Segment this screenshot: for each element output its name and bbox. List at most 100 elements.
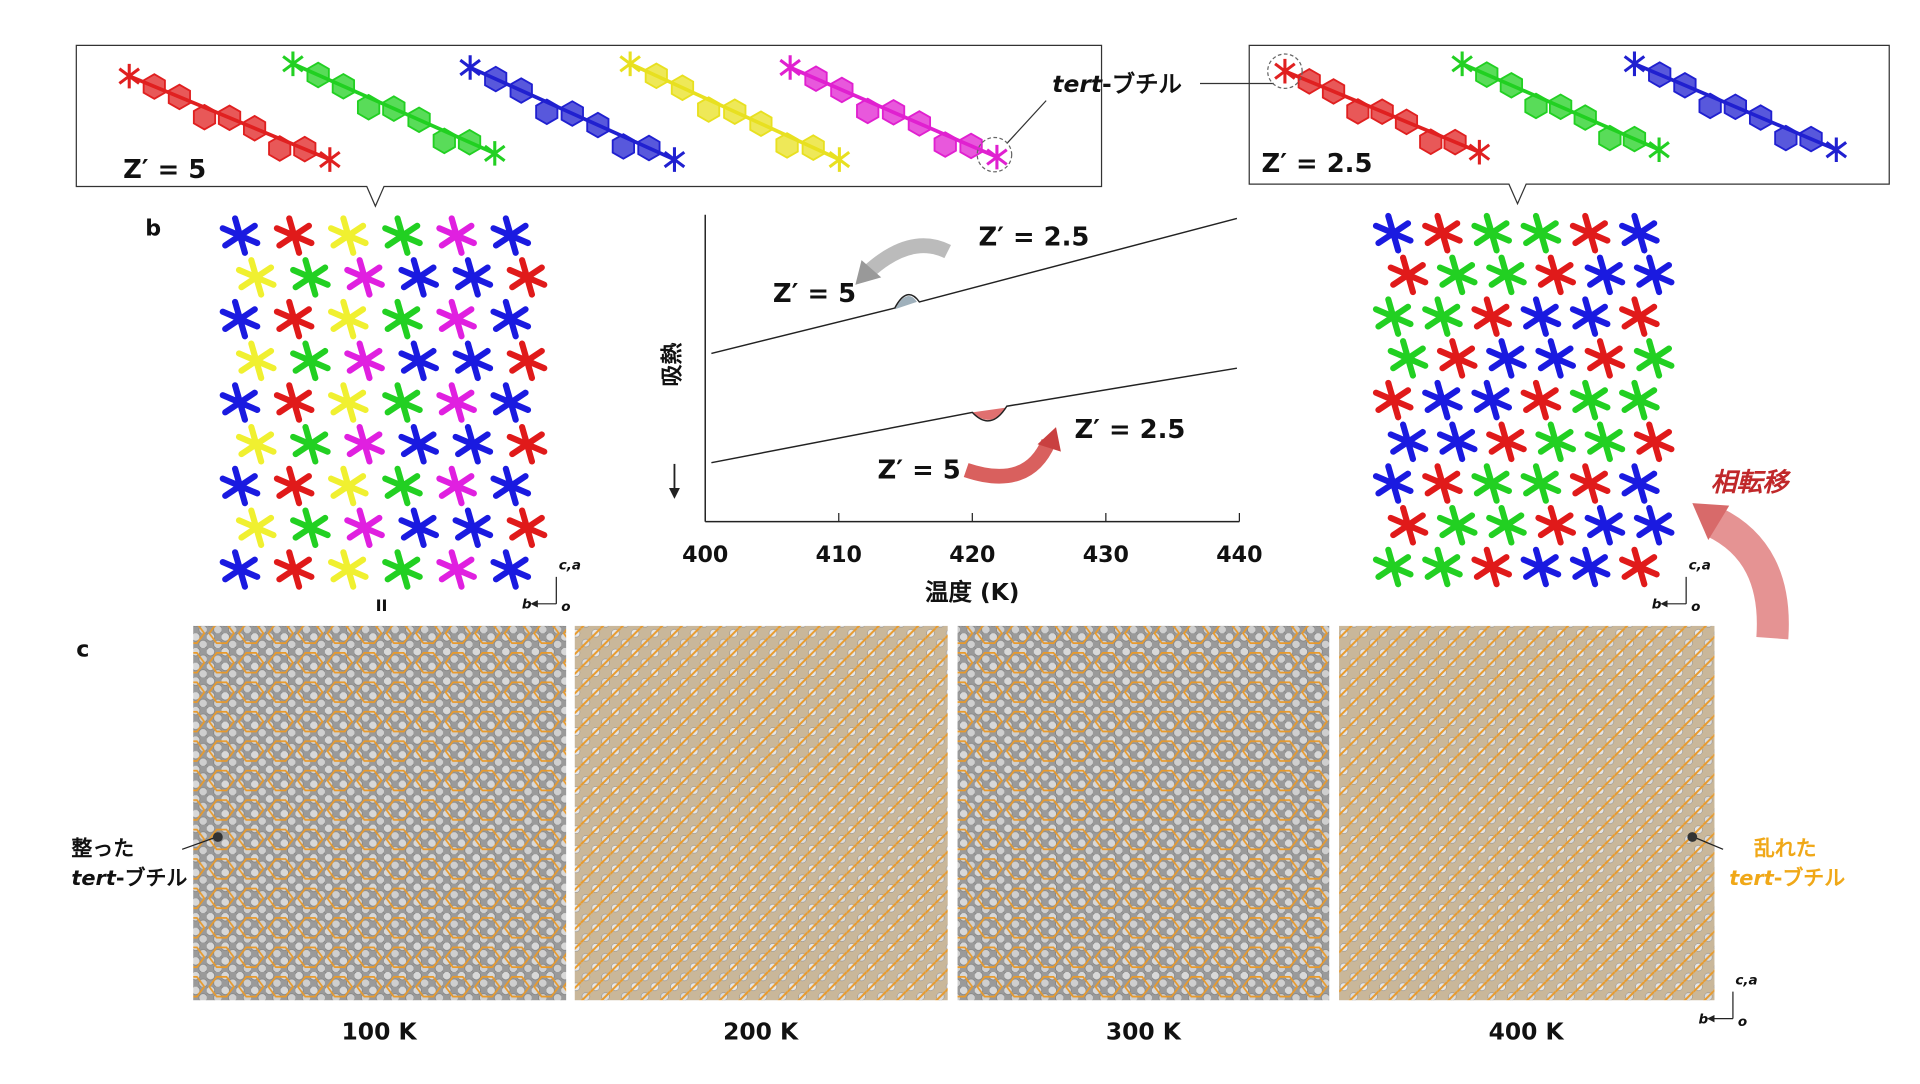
packed-molecule (1436, 254, 1478, 296)
ring (637, 134, 661, 162)
ring (1321, 78, 1346, 105)
structure-400k (1339, 625, 1715, 1001)
packed-molecule (344, 340, 385, 382)
packed-molecule (235, 340, 277, 382)
arrow (862, 238, 951, 278)
structure-100k (193, 625, 567, 1001)
ring (243, 114, 267, 142)
molecules (118, 51, 1848, 172)
temperature-label: 400 K (1489, 1018, 1565, 1046)
packed-molecule (1633, 338, 1675, 379)
tert-butyl (1648, 137, 1670, 162)
tert-butyl (459, 55, 481, 80)
tert-butyl (619, 51, 641, 77)
ring (1698, 92, 1722, 120)
packed-molecule (273, 549, 315, 590)
tert-butyl (484, 141, 506, 166)
leader-dot (1687, 832, 1698, 842)
leader-line (181, 836, 217, 850)
packed-molecule (436, 298, 477, 340)
tert-rest: -ブチル (116, 866, 188, 890)
ring (1475, 61, 1499, 88)
packed-molecule (328, 382, 369, 423)
annotation: Z′ = 5 (773, 279, 856, 309)
ring (697, 96, 721, 123)
ring (509, 77, 533, 104)
ring (217, 104, 242, 132)
disordered-label: 乱れた tert-ブチル (1729, 836, 1845, 889)
axis-label: o (561, 599, 570, 615)
packed-molecule (1535, 421, 1576, 463)
ring (457, 128, 482, 156)
ring (856, 97, 880, 125)
packed-molecule (1471, 379, 1512, 421)
packed-molecule (273, 215, 315, 256)
packed-molecule (1436, 338, 1478, 379)
packed-molecule (1535, 338, 1576, 379)
packed-molecule (1633, 254, 1675, 296)
ring (1774, 124, 1798, 152)
highlight-circle (1267, 53, 1303, 89)
tert-butyl (1825, 137, 1848, 162)
packed-molecule (1584, 338, 1626, 379)
packed-molecule (1387, 254, 1429, 296)
axis-indicator (534, 576, 557, 604)
ring (306, 61, 330, 89)
packed-molecule (452, 340, 494, 382)
packed-molecule (490, 549, 532, 590)
ring (382, 95, 406, 122)
x-tick-label: 410 (816, 542, 862, 568)
packed-molecule (382, 465, 423, 507)
packed-molecule (219, 549, 261, 590)
temperature-label: 200 K (723, 1018, 799, 1046)
y-label: 吸熱 (659, 342, 685, 386)
molecule (619, 51, 851, 172)
tert-butyl (282, 51, 304, 77)
annotation: Z′ = 2.5 (978, 222, 1089, 252)
arrow-head (855, 260, 882, 285)
ring (1723, 93, 1748, 121)
molecule (459, 55, 686, 172)
packed-molecule (1520, 463, 1562, 504)
axis-label: o (1691, 599, 1700, 615)
axis-label: b (522, 597, 532, 613)
ring (356, 93, 381, 121)
dsc-trace (711, 367, 1238, 464)
dsc-chart: Z′ = 2.5 Z′ = 5 Z′ = 2.5 Z′ = 5 吸熱 温度 (K… (659, 214, 1262, 606)
packed-molecule (506, 424, 548, 465)
packed-molecule (1520, 296, 1562, 337)
packed-molecule (219, 298, 261, 340)
panel-label: c (76, 637, 89, 663)
annotation: Z′ = 5 (878, 456, 961, 486)
ring (1499, 71, 1524, 99)
z-label: Z′ = 2.5 (1262, 149, 1373, 179)
molecule (118, 63, 341, 172)
packed-molecule (290, 507, 331, 548)
packed-molecule (1436, 505, 1478, 546)
tert-italic: tert (1052, 70, 1103, 98)
molecule (282, 51, 506, 166)
packing-right (1372, 212, 1675, 588)
arrow-head (1037, 427, 1061, 452)
tert-butyl (828, 147, 851, 172)
packed-molecule (1471, 463, 1512, 504)
tert-butyl (663, 147, 686, 172)
ring (611, 133, 636, 160)
molecule (1451, 51, 1670, 162)
packed-molecule (1422, 296, 1463, 337)
packed-molecule (490, 215, 532, 256)
packed-molecule (1569, 546, 1611, 588)
panel-label: b (145, 216, 161, 242)
tert-butyl (1623, 51, 1646, 77)
axis-indicator (1664, 576, 1687, 604)
packed-molecule (1436, 421, 1478, 463)
packed-molecule (1422, 379, 1463, 421)
ring (1443, 128, 1467, 156)
packed-molecule (1486, 338, 1527, 379)
x-tick-label: 430 (1083, 542, 1129, 568)
packed-molecule (490, 465, 532, 507)
transition-label: 相転移 (1711, 468, 1792, 498)
packed-molecule (273, 465, 315, 507)
tert-butyl (118, 63, 140, 89)
tert-label: tert-ブチル (1052, 70, 1182, 98)
